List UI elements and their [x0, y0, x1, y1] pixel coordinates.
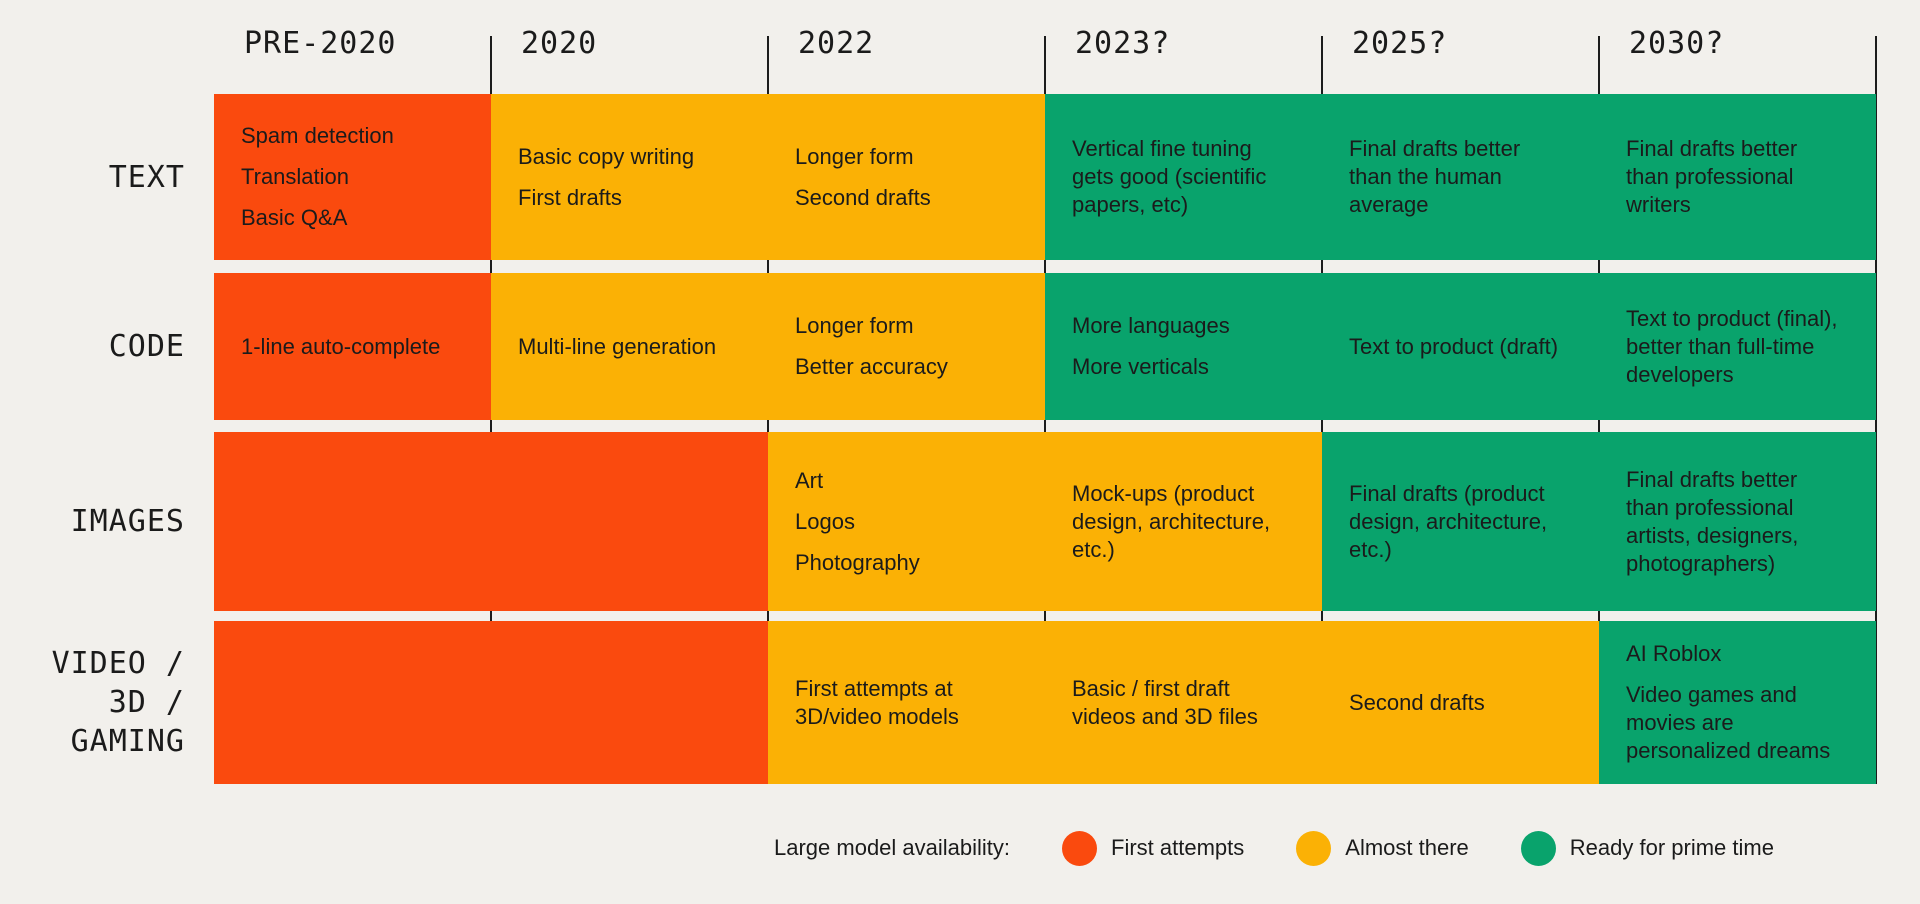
cell-item: Art	[795, 467, 824, 493]
cell-item: Multi-line generation	[518, 333, 717, 359]
cell-images-2020	[491, 432, 768, 611]
cell-code-pre-2020: 1-line auto-complete	[214, 273, 491, 420]
column-header-2022: 2022	[798, 26, 875, 61]
cell-code-2030-: Text to product (final), better than ful…	[1599, 273, 1876, 420]
row-label-line: TEXT	[108, 159, 185, 195]
cell-text-2025-: Final drafts better than the human avera…	[1322, 94, 1599, 260]
cell-images-2023-: Mock-ups (product design, architecture, …	[1045, 432, 1322, 611]
cell-item: 1-line auto-complete	[241, 333, 441, 359]
cell-item: Text to product (draft)	[1349, 333, 1559, 359]
legend-item-ready-for-prime-time: Ready for prime time	[1520, 830, 1774, 866]
cell-item: Basic / first draft videos and 3D files	[1072, 675, 1258, 729]
cell-video-3d-gaming-2025-: Second drafts	[1322, 621, 1599, 784]
row-label-code: CODE	[0, 273, 185, 420]
column-separator-line	[1875, 36, 1877, 784]
cell-video-3d-gaming-pre-2020	[214, 621, 491, 784]
row-code: CODE 1-line auto-complete Multi-line gener…	[0, 273, 1920, 420]
cell-item: First attempts at 3D/video models	[795, 675, 959, 729]
cell-item: Second drafts	[1349, 689, 1485, 715]
cell-item: Final drafts better than the human avera…	[1349, 136, 1521, 217]
cell-item: Logos	[795, 508, 855, 534]
row-cells: 1-line auto-complete Multi-line generatio…	[214, 273, 1876, 420]
cell-code-2025-: Text to product (draft)	[1322, 273, 1599, 420]
row-label-images: IMAGES	[0, 432, 185, 611]
legend-items: First attempts Almost there Ready for prim…	[1062, 830, 1774, 866]
row-cells: Spam detection Translation Basic Q&A Basic …	[214, 94, 1876, 260]
row-label-line: 3D /	[108, 685, 185, 720]
cell-video-3d-gaming-2022: First attempts at 3D/video models	[768, 621, 1045, 784]
cell-item: Basic Q&A	[241, 205, 348, 230]
legend-label: Ready for prime time	[1569, 835, 1774, 860]
cell-video-3d-gaming-2023-: Basic / first draft videos and 3D files	[1045, 621, 1322, 784]
cell-video-3d-gaming-2030-: AI Roblox Video games and movies are pers…	[1599, 621, 1876, 784]
cell-code-2023-: More languages More verticals	[1045, 273, 1322, 420]
cell-text-2022: Longer form Second drafts	[768, 94, 1045, 260]
column-header-pre-2020: PRE-2020	[244, 26, 397, 61]
row-label-line: CODE	[108, 329, 185, 364]
legend-dot-ready-for-prime-time	[1520, 830, 1556, 866]
cell-text-2023-: Vertical fine tuning gets good (scientif…	[1045, 94, 1322, 260]
legend-title: Large model availability:	[774, 835, 1011, 860]
cell-item: Basic copy writing	[518, 143, 695, 169]
cell-item: Mock-ups (product design, architecture, …	[1072, 480, 1271, 562]
row-video-3d-gaming: VIDEO / 3D / GAMING First attempts at 3D/vi…	[0, 621, 1920, 784]
cell-item: Final drafts (product design, architectu…	[1349, 480, 1548, 562]
legend-label: Almost there	[1345, 835, 1469, 860]
cell-item: Translation	[241, 164, 350, 189]
cell-item: Longer form	[795, 313, 914, 338]
cell-images-2025-: Final drafts (product design, architectu…	[1322, 432, 1599, 611]
cell-item: More languages	[1072, 313, 1230, 338]
cell-item: Text to product (final), better than ful…	[1626, 305, 1838, 387]
cell-code-2022: Longer form Better accuracy	[768, 273, 1045, 420]
row-cells: First attempts at 3D/video models Basic /…	[214, 621, 1876, 784]
cell-item: AI Roblox	[1626, 641, 1722, 666]
legend-item-almost-there: Almost there	[1296, 830, 1469, 866]
cell-item: Second drafts	[795, 184, 931, 210]
column-header-2023-: 2023?	[1075, 26, 1171, 61]
cell-video-3d-gaming-2020	[491, 621, 768, 784]
row-cells: Art Logos Photography Mock-ups (product des…	[214, 432, 1876, 611]
column-header-2025-: 2025?	[1352, 26, 1448, 61]
cell-text-2030-: Final drafts better than professional wr…	[1599, 94, 1876, 260]
row-label-text: TEXT	[0, 94, 185, 260]
cell-item: First drafts	[518, 184, 622, 210]
cell-images-2022: Art Logos Photography	[768, 432, 1045, 611]
legend: Large model availability: First attempts…	[774, 828, 1774, 868]
cell-item: Final drafts better than professional ar…	[1626, 466, 1799, 576]
legend-label: First attempts	[1111, 835, 1245, 860]
cell-code-2020: Multi-line generation	[491, 273, 768, 420]
cell-images-pre-2020	[214, 432, 491, 611]
legend-item-first-attempts: First attempts	[1062, 830, 1245, 866]
row-label-line: GAMING	[70, 724, 185, 759]
row-label-video-3d-gaming: VIDEO / 3D / GAMING	[0, 621, 185, 784]
cell-text-pre-2020: Spam detection Translation Basic Q&A	[214, 94, 491, 260]
cell-item: Vertical fine tuning gets good (scientif…	[1072, 136, 1267, 217]
row-text: TEXT Spam detection Translation Basic Q&A Ba…	[0, 94, 1920, 260]
cell-text-2020: Basic copy writing First drafts	[491, 94, 768, 260]
legend-dot-first-attempts	[1062, 830, 1098, 866]
cell-item: More verticals	[1072, 354, 1209, 379]
row-images: IMAGES Art Logos Photography Mock-ups (produ…	[0, 432, 1920, 611]
column-header-2030-: 2030?	[1629, 26, 1725, 61]
cell-item: Video games and movies are personalized …	[1626, 682, 1831, 763]
cell-item: Final drafts better than professional wr…	[1626, 136, 1798, 217]
row-label-line: IMAGES	[70, 504, 185, 539]
cell-item: Longer form	[795, 143, 914, 169]
cell-images-2030-: Final drafts better than professional ar…	[1599, 432, 1876, 611]
cell-item: Photography	[795, 549, 920, 575]
legend-dot-almost-there	[1296, 830, 1332, 866]
column-header-2020: 2020	[521, 26, 598, 61]
cell-item: Spam detection	[241, 123, 394, 148]
row-label-line: VIDEO /	[51, 646, 185, 681]
cell-item: Better accuracy	[795, 354, 948, 379]
